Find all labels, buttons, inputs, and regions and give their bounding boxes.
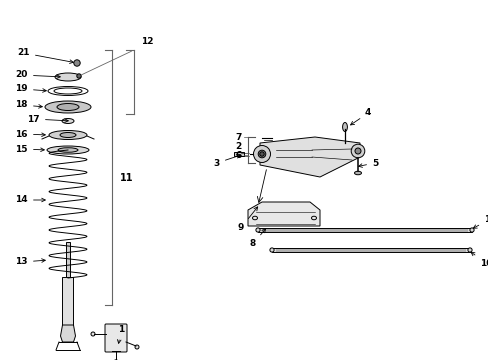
Text: 11: 11 xyxy=(120,173,133,183)
Ellipse shape xyxy=(62,118,74,123)
Text: 15: 15 xyxy=(16,144,44,153)
Text: 2: 2 xyxy=(235,141,242,150)
Text: 18: 18 xyxy=(16,100,42,109)
Text: 16: 16 xyxy=(16,130,45,139)
Ellipse shape xyxy=(342,122,346,131)
Ellipse shape xyxy=(269,248,274,252)
FancyBboxPatch shape xyxy=(271,248,469,252)
Text: 10: 10 xyxy=(470,252,488,267)
Ellipse shape xyxy=(58,148,78,152)
Ellipse shape xyxy=(60,132,76,138)
Text: 13: 13 xyxy=(16,257,45,266)
Ellipse shape xyxy=(469,228,473,232)
Circle shape xyxy=(74,60,80,66)
Text: 6: 6 xyxy=(235,150,242,159)
Ellipse shape xyxy=(467,248,471,252)
Text: 3: 3 xyxy=(213,154,240,167)
FancyBboxPatch shape xyxy=(105,324,127,352)
Text: 8: 8 xyxy=(249,229,265,248)
Ellipse shape xyxy=(57,103,79,111)
Circle shape xyxy=(350,144,364,158)
Circle shape xyxy=(135,345,139,349)
Ellipse shape xyxy=(255,228,260,232)
FancyBboxPatch shape xyxy=(234,152,244,156)
Ellipse shape xyxy=(55,73,81,81)
Text: 4: 4 xyxy=(350,108,370,125)
Circle shape xyxy=(258,150,265,158)
Ellipse shape xyxy=(49,130,87,139)
Text: 19: 19 xyxy=(15,85,46,94)
Text: 7: 7 xyxy=(235,132,242,141)
Polygon shape xyxy=(61,325,75,342)
Polygon shape xyxy=(247,202,319,226)
Circle shape xyxy=(259,152,264,156)
Polygon shape xyxy=(260,137,359,177)
Ellipse shape xyxy=(354,171,361,175)
FancyBboxPatch shape xyxy=(66,242,70,277)
Text: 14: 14 xyxy=(15,195,45,204)
Ellipse shape xyxy=(47,146,89,154)
Circle shape xyxy=(77,74,81,78)
Text: 5: 5 xyxy=(358,158,378,167)
FancyBboxPatch shape xyxy=(258,228,471,232)
Circle shape xyxy=(354,148,360,154)
Text: 9: 9 xyxy=(237,207,257,233)
Text: 1: 1 xyxy=(117,325,124,343)
Circle shape xyxy=(253,145,270,162)
Text: 21: 21 xyxy=(18,49,73,63)
Text: 10: 10 xyxy=(472,215,488,228)
Ellipse shape xyxy=(45,101,91,113)
Circle shape xyxy=(91,332,95,336)
Text: 20: 20 xyxy=(16,71,60,80)
Text: 12: 12 xyxy=(141,37,153,46)
Text: 17: 17 xyxy=(27,114,68,123)
FancyBboxPatch shape xyxy=(62,277,73,325)
